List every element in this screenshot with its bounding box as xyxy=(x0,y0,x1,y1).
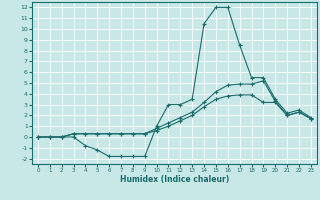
X-axis label: Humidex (Indice chaleur): Humidex (Indice chaleur) xyxy=(120,175,229,184)
